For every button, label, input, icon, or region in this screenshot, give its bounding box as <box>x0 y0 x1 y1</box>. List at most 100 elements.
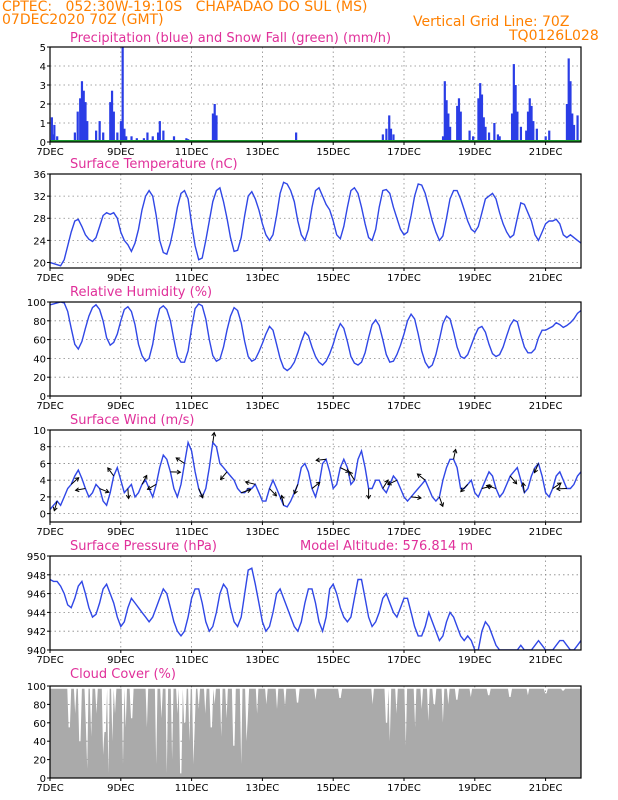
wind-arrowhead <box>315 457 321 463</box>
wind-arrowhead <box>211 431 217 437</box>
wind-arrowhead <box>52 506 58 512</box>
wind-arrowhead <box>586 473 590 477</box>
precip-bar <box>576 115 579 142</box>
x-tick-label: 19DEC <box>458 655 492 666</box>
wind-arrow <box>453 449 457 460</box>
y-tick-label: 4 <box>40 62 46 73</box>
model-code: TQ0126L028 <box>509 28 599 44</box>
x-tick-label: 9DEC <box>107 147 134 158</box>
precip-bar <box>130 136 133 142</box>
y-tick-label: 6 <box>40 459 46 470</box>
wind-arrow <box>552 482 562 489</box>
x-tick-label: 19DEC <box>458 273 492 284</box>
precip-bar <box>381 134 384 142</box>
wind-arrowhead <box>219 475 225 481</box>
x-tick-label: 21DEC <box>529 273 563 284</box>
panel-title: Surface Wind (m/s) <box>70 413 194 428</box>
precip-bar <box>56 136 59 142</box>
y-tick-label: 24 <box>33 236 46 247</box>
y-tick-label: 32 <box>33 192 46 203</box>
wind-arrow <box>311 481 321 489</box>
plot-area <box>50 181 581 267</box>
y-tick-label: 0 <box>40 510 46 521</box>
plot-area <box>50 302 581 372</box>
wind-arrowhead <box>555 486 561 492</box>
precip-bar <box>484 126 487 142</box>
wind-arrowhead <box>246 488 252 494</box>
wind-arrowhead <box>520 481 526 487</box>
y-tick-label: 60 <box>33 336 46 347</box>
precip-bar <box>53 124 56 142</box>
wind-arrow <box>127 488 130 499</box>
precip-bar <box>95 130 98 142</box>
x-tick-label: 11DEC <box>175 783 209 794</box>
panel-frame <box>49 301 582 397</box>
precip-bar <box>510 113 514 142</box>
precip-bar <box>457 98 461 142</box>
y-tick-label: 948 <box>27 571 46 582</box>
x-tick-label: 21DEC <box>529 783 563 794</box>
precip-bar <box>449 126 452 142</box>
wind-arrow <box>147 483 157 490</box>
precip-bar <box>76 111 79 142</box>
x-tick-label: 13DEC <box>246 401 280 412</box>
precip-bar <box>73 132 76 142</box>
precip-bar <box>80 81 84 142</box>
series-line <box>50 567 581 650</box>
y-tick-label: 36 <box>33 170 46 181</box>
wind-arrow <box>411 496 422 499</box>
wind-arrowhead <box>452 448 458 454</box>
wind-arrowhead <box>293 489 298 495</box>
precip-bar <box>441 136 445 142</box>
precip-bar <box>459 111 462 142</box>
y-tick-label: 946 <box>27 590 46 601</box>
precip-bar <box>493 123 496 142</box>
wind-arrowhead <box>512 479 518 485</box>
x-tick-label: 15DEC <box>316 401 350 412</box>
y-tick-label: 28 <box>33 214 46 225</box>
plot-area <box>50 431 590 512</box>
x-tick-label: 17DEC <box>387 655 421 666</box>
cloud-cover-area <box>50 688 581 778</box>
precip-bar <box>213 104 216 142</box>
precip-bar <box>514 85 517 142</box>
y-tick-label: 944 <box>27 608 46 619</box>
x-tick-label: 13DEC <box>246 655 280 666</box>
panel-3: 0 20 40 60 80 100 7DEC 9DEC 11DEC 13DEC 15DEC 17DEC… <box>27 285 582 412</box>
wind-arrow <box>75 488 86 491</box>
wind-arrowhead <box>387 480 392 486</box>
precip-bar <box>447 113 450 142</box>
precip-bar <box>84 102 87 142</box>
y-tick-label: 80 <box>33 700 46 711</box>
panel-title: Relative Humidity (%) <box>70 285 212 300</box>
precip-bar <box>487 132 491 142</box>
x-tick-label: 19DEC <box>458 401 492 412</box>
wind-arrow <box>70 477 80 485</box>
precip-bar <box>477 98 480 142</box>
precip-bar <box>110 90 114 142</box>
precip-bar <box>123 128 126 142</box>
precip-bar <box>98 121 101 142</box>
precip-bar <box>569 81 572 142</box>
x-tick-label: 11DEC <box>175 527 209 538</box>
y-tick-label: 2 <box>40 493 46 504</box>
wind-arrow <box>522 482 525 493</box>
precip-bar <box>50 117 53 142</box>
precip-bar <box>151 136 154 142</box>
wind-arrow <box>348 471 355 481</box>
panel-title: Surface Pressure (hPa) <box>70 539 217 554</box>
precip-bar <box>482 117 485 142</box>
station-header: CPTEC: 052:30W-19:10S CHAPADAO DO SUL (M… <box>2 0 368 15</box>
x-tick-label: 15DEC <box>316 527 350 538</box>
x-tick-label: 7DEC <box>36 273 63 284</box>
panel-1: 0 1 2 3 4 5 7DEC 9DEC 11DEC 13DEC 15DEC 17DEC 19DEC 2… <box>36 31 582 158</box>
panel-frame <box>49 46 582 143</box>
wind-arrowhead <box>125 494 131 500</box>
wind-arrowhead <box>272 491 278 497</box>
panel-title: Cloud Cover (%) <box>70 667 176 682</box>
precip-bar <box>548 130 551 142</box>
wind-arrow <box>53 500 58 511</box>
wind-arrowhead <box>74 477 80 482</box>
wind-arrow <box>281 495 285 506</box>
precip-bar <box>146 132 149 142</box>
